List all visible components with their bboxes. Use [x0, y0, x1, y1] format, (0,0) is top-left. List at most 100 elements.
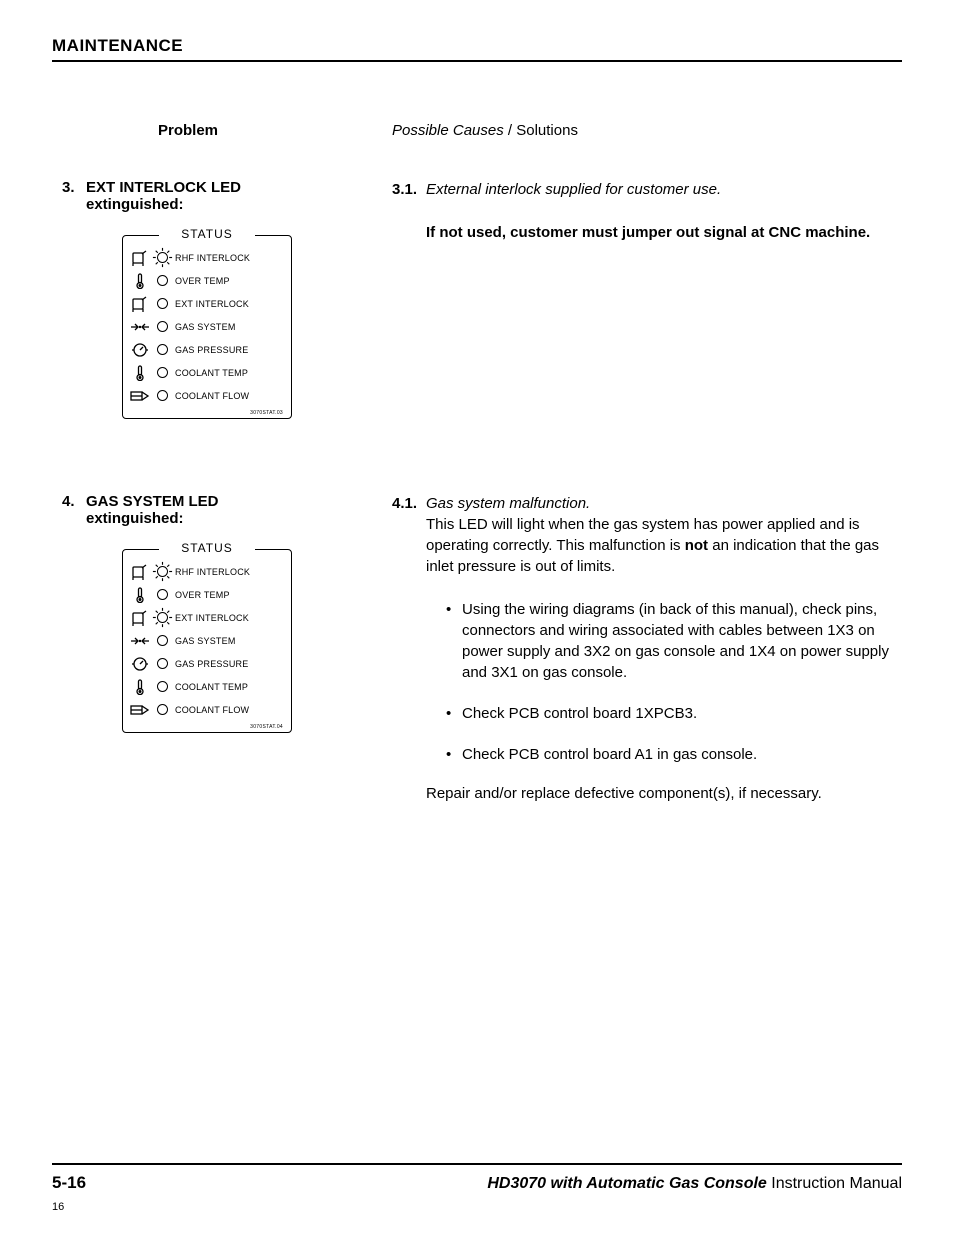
footer-page-number: 5-16: [52, 1173, 86, 1193]
status-label: OVER TEMP: [173, 276, 230, 286]
status-row: RHF INTERLOCK: [129, 560, 285, 583]
led-indicator: [157, 275, 168, 286]
status-row: COOLANT TEMP: [129, 361, 285, 384]
problem-line2: extinguished:: [86, 510, 184, 527]
causes-column-header: Possible Causes / Solutions: [392, 122, 902, 139]
status-title: STATUS: [159, 227, 255, 241]
thermo-icon: [129, 364, 151, 382]
led-slot: [151, 681, 173, 692]
thermo-icon: [129, 586, 151, 604]
status-label: GAS PRESSURE: [173, 659, 248, 669]
flow-icon: [129, 701, 151, 719]
bullet-item: •Using the wiring diagrams (in back of t…: [446, 599, 902, 683]
led-indicator: [157, 681, 168, 692]
led-indicator: [157, 704, 168, 715]
status-label: COOLANT FLOW: [173, 705, 249, 715]
problem-line1: GAS SYSTEM LED: [86, 493, 219, 510]
cause-text: Gas system malfunction. This LED will li…: [426, 493, 902, 577]
problem-right-3: 3.1. External interlock supplied for cus…: [392, 139, 902, 243]
problem-number: 3.: [62, 179, 86, 196]
arrows-icon: [129, 632, 151, 650]
gauge-icon: [129, 655, 151, 673]
status-row: EXT INTERLOCK: [129, 292, 285, 315]
page-footer: 5-16 HD3070 with Automatic Gas Console I…: [52, 1163, 902, 1193]
cause-bullets: •Using the wiring diagrams (in back of t…: [392, 599, 902, 765]
causes-header-italic: Possible Causes: [392, 122, 504, 139]
led-indicator: [157, 321, 168, 332]
status-row: OVER TEMP: [129, 583, 285, 606]
footer-product: HD3070 with Automatic Gas Console: [487, 1175, 766, 1192]
footer-manual: Instruction Manual: [767, 1175, 902, 1192]
led-indicator: [157, 635, 168, 646]
section-title: MAINTENANCE: [52, 36, 902, 62]
switch-icon: [129, 249, 151, 267]
thermo-icon: [129, 678, 151, 696]
problem-line2: extinguished:: [86, 196, 184, 213]
problem-left-4: 4. GAS SYSTEM LED extinguished: STATUSRH…: [52, 493, 392, 733]
footer-tiny-number: 16: [52, 1201, 64, 1213]
led-lit: [157, 612, 168, 623]
problem-title-4: 4. GAS SYSTEM LED extinguished:: [62, 493, 392, 527]
status-row: OVER TEMP: [129, 269, 285, 292]
led-lit: [157, 566, 168, 577]
cause-number: 3.1.: [392, 179, 426, 200]
led-lit: [157, 252, 168, 263]
status-frame: STATUSRHF INTERLOCKOVER TEMPEXT INTERLOC…: [122, 235, 292, 419]
bullet-text: Using the wiring diagrams (in back of th…: [462, 599, 902, 683]
led-slot: [151, 252, 173, 263]
led-indicator: [157, 589, 168, 600]
cause-text: External interlock supplied for customer…: [426, 179, 902, 200]
status-label: EXT INTERLOCK: [173, 299, 249, 309]
led-slot: [151, 344, 173, 355]
cause-italic: External interlock supplied for customer…: [426, 181, 721, 198]
gauge-icon: [129, 341, 151, 359]
status-row: GAS PRESSURE: [129, 652, 285, 675]
led-indicator: [157, 298, 168, 309]
led-slot: [151, 635, 173, 646]
led-slot: [151, 612, 173, 623]
problem-number: 4.: [62, 493, 86, 510]
problem-text: GAS SYSTEM LED extinguished:: [86, 493, 219, 527]
flow-icon: [129, 387, 151, 405]
status-label: EXT INTERLOCK: [173, 613, 249, 623]
status-label: GAS SYSTEM: [173, 636, 236, 646]
led-slot: [151, 298, 173, 309]
problem-column-header: Problem: [52, 122, 392, 139]
status-row: GAS PRESSURE: [129, 338, 285, 361]
panel-micro-label: 3070STAT.03: [129, 410, 285, 416]
status-label: COOLANT FLOW: [173, 391, 249, 401]
status-row: COOLANT TEMP: [129, 675, 285, 698]
status-row: COOLANT FLOW: [129, 698, 285, 721]
cause-italic: Gas system malfunction.: [426, 495, 590, 512]
status-label: COOLANT TEMP: [173, 368, 248, 378]
status-label: RHF INTERLOCK: [173, 567, 250, 577]
bullet-text: Check PCB control board 1XPCB3.: [462, 703, 697, 724]
problem-block-4: 4. GAS SYSTEM LED extinguished: STATUSRH…: [52, 493, 392, 733]
status-row: GAS SYSTEM: [129, 315, 285, 338]
status-row: GAS SYSTEM: [129, 629, 285, 652]
cause-row: 3.1. External interlock supplied for cus…: [392, 179, 902, 200]
cause-block-3: 3.1. External interlock supplied for cus…: [392, 179, 902, 243]
footer-product-line: HD3070 with Automatic Gas Console Instru…: [487, 1175, 902, 1193]
cause-followup: If not used, customer must jumper out si…: [392, 222, 902, 243]
status-row: COOLANT FLOW: [129, 384, 285, 407]
problem-block-3: 3. EXT INTERLOCK LED extinguished: STATU…: [52, 179, 392, 419]
cause-body-bold: not: [685, 537, 708, 554]
status-panel-3: STATUSRHF INTERLOCKOVER TEMPEXT INTERLOC…: [122, 235, 292, 419]
led-slot: [151, 566, 173, 577]
led-indicator: [157, 390, 168, 401]
column-headers: Problem Possible Causes / Solutions: [52, 122, 902, 139]
problem-left-3: 3. EXT INTERLOCK LED extinguished: STATU…: [52, 139, 392, 419]
status-label: GAS PRESSURE: [173, 345, 248, 355]
led-slot: [151, 704, 173, 715]
bullet-dot: •: [446, 703, 462, 724]
led-slot: [151, 390, 173, 401]
problem-line1: EXT INTERLOCK LED: [86, 179, 241, 196]
status-label: GAS SYSTEM: [173, 322, 236, 332]
status-label: COOLANT TEMP: [173, 682, 248, 692]
cause-block-4: 4.1. Gas system malfunction. This LED wi…: [392, 493, 902, 802]
bullet-text: Check PCB control board A1 in gas consol…: [462, 744, 757, 765]
cause-row: 4.1. Gas system malfunction. This LED wi…: [392, 493, 902, 577]
status-label: OVER TEMP: [173, 590, 230, 600]
led-indicator: [157, 344, 168, 355]
